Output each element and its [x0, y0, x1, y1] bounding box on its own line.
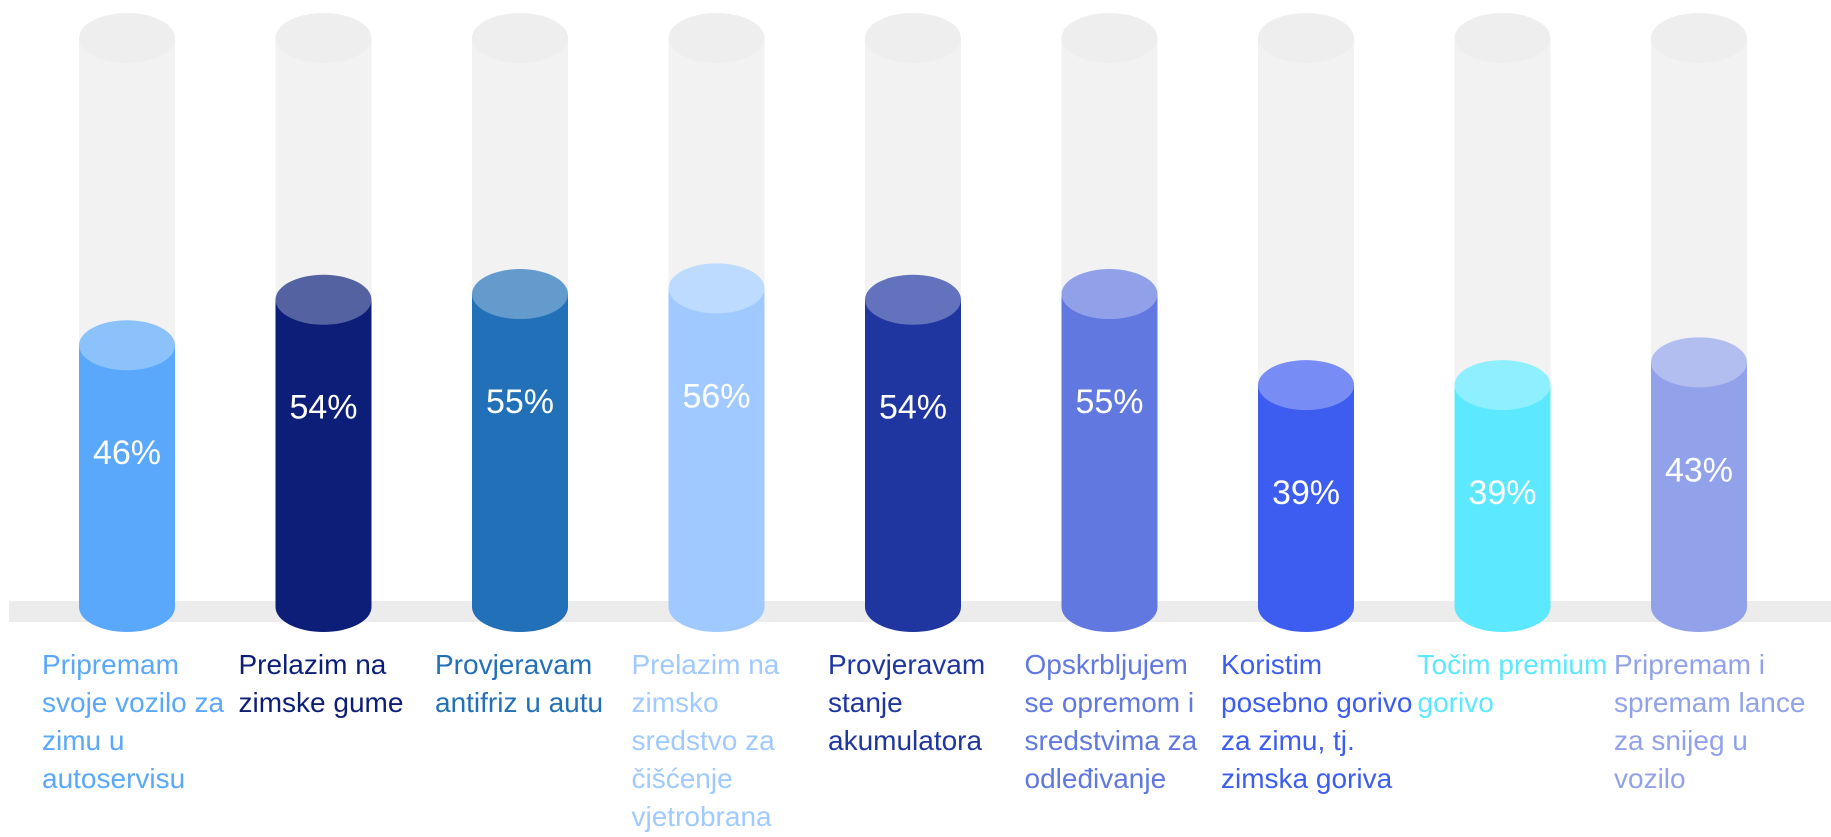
bar [79, 345, 175, 607]
cylinder-bg-top [1061, 13, 1158, 63]
bar-top [275, 274, 372, 325]
bar-top [865, 274, 961, 325]
value-label: 54% [289, 389, 357, 427]
cylinder-bg-top [79, 13, 175, 63]
bar-top [472, 269, 568, 320]
category-label: Točim premium gorivo [1417, 649, 1608, 718]
value-label: 39% [1272, 474, 1340, 512]
category-label: Pripremam svoje vozilo za zimu u autoser… [42, 649, 225, 794]
category-label: Opskrbljujem se opremom i sredstvima za … [1024, 649, 1198, 794]
category-label: Pripremam i spremam lance za snijeg u vo… [1614, 649, 1806, 794]
value-label: 55% [486, 383, 554, 421]
cylinder-bg-top [668, 13, 765, 63]
bar [1061, 294, 1158, 607]
bar-top [668, 263, 765, 314]
value-label: 54% [879, 389, 947, 427]
bar [1651, 362, 1747, 607]
cylinder-bg-top [865, 13, 961, 63]
category-label: Koristim posebno gorivo za zimu, tj. zim… [1221, 649, 1413, 794]
cylinder-bg-top [1454, 13, 1551, 63]
cylinder-bg-top [275, 13, 372, 63]
bar-top [79, 320, 175, 371]
bar [472, 294, 568, 607]
bar-top [1258, 360, 1354, 411]
category-label: Provjeravam antifriz u autu [435, 649, 604, 718]
value-label: 43% [1665, 451, 1733, 489]
value-label: 55% [1075, 383, 1143, 421]
bar [275, 299, 372, 607]
category-label: Prelazim na zimsko sredstvo za čišćenje … [631, 649, 780, 832]
value-label: 56% [682, 377, 750, 415]
value-label: 46% [93, 434, 161, 472]
bar [668, 288, 765, 607]
category-label: Provjeravam stanje akumulatora [828, 649, 986, 756]
bar [1454, 385, 1551, 607]
bar-top [1651, 337, 1747, 388]
cylinder-bg-top [472, 13, 568, 63]
cylinder-bg-top [1651, 13, 1747, 63]
value-label: 39% [1468, 474, 1536, 512]
cylinder-bg-top [1258, 13, 1354, 63]
bar-top [1454, 360, 1551, 411]
category-label: Prelazim na zimske gume [238, 649, 404, 718]
bar [865, 299, 961, 607]
bar [1258, 385, 1354, 607]
bar-top [1061, 269, 1158, 320]
